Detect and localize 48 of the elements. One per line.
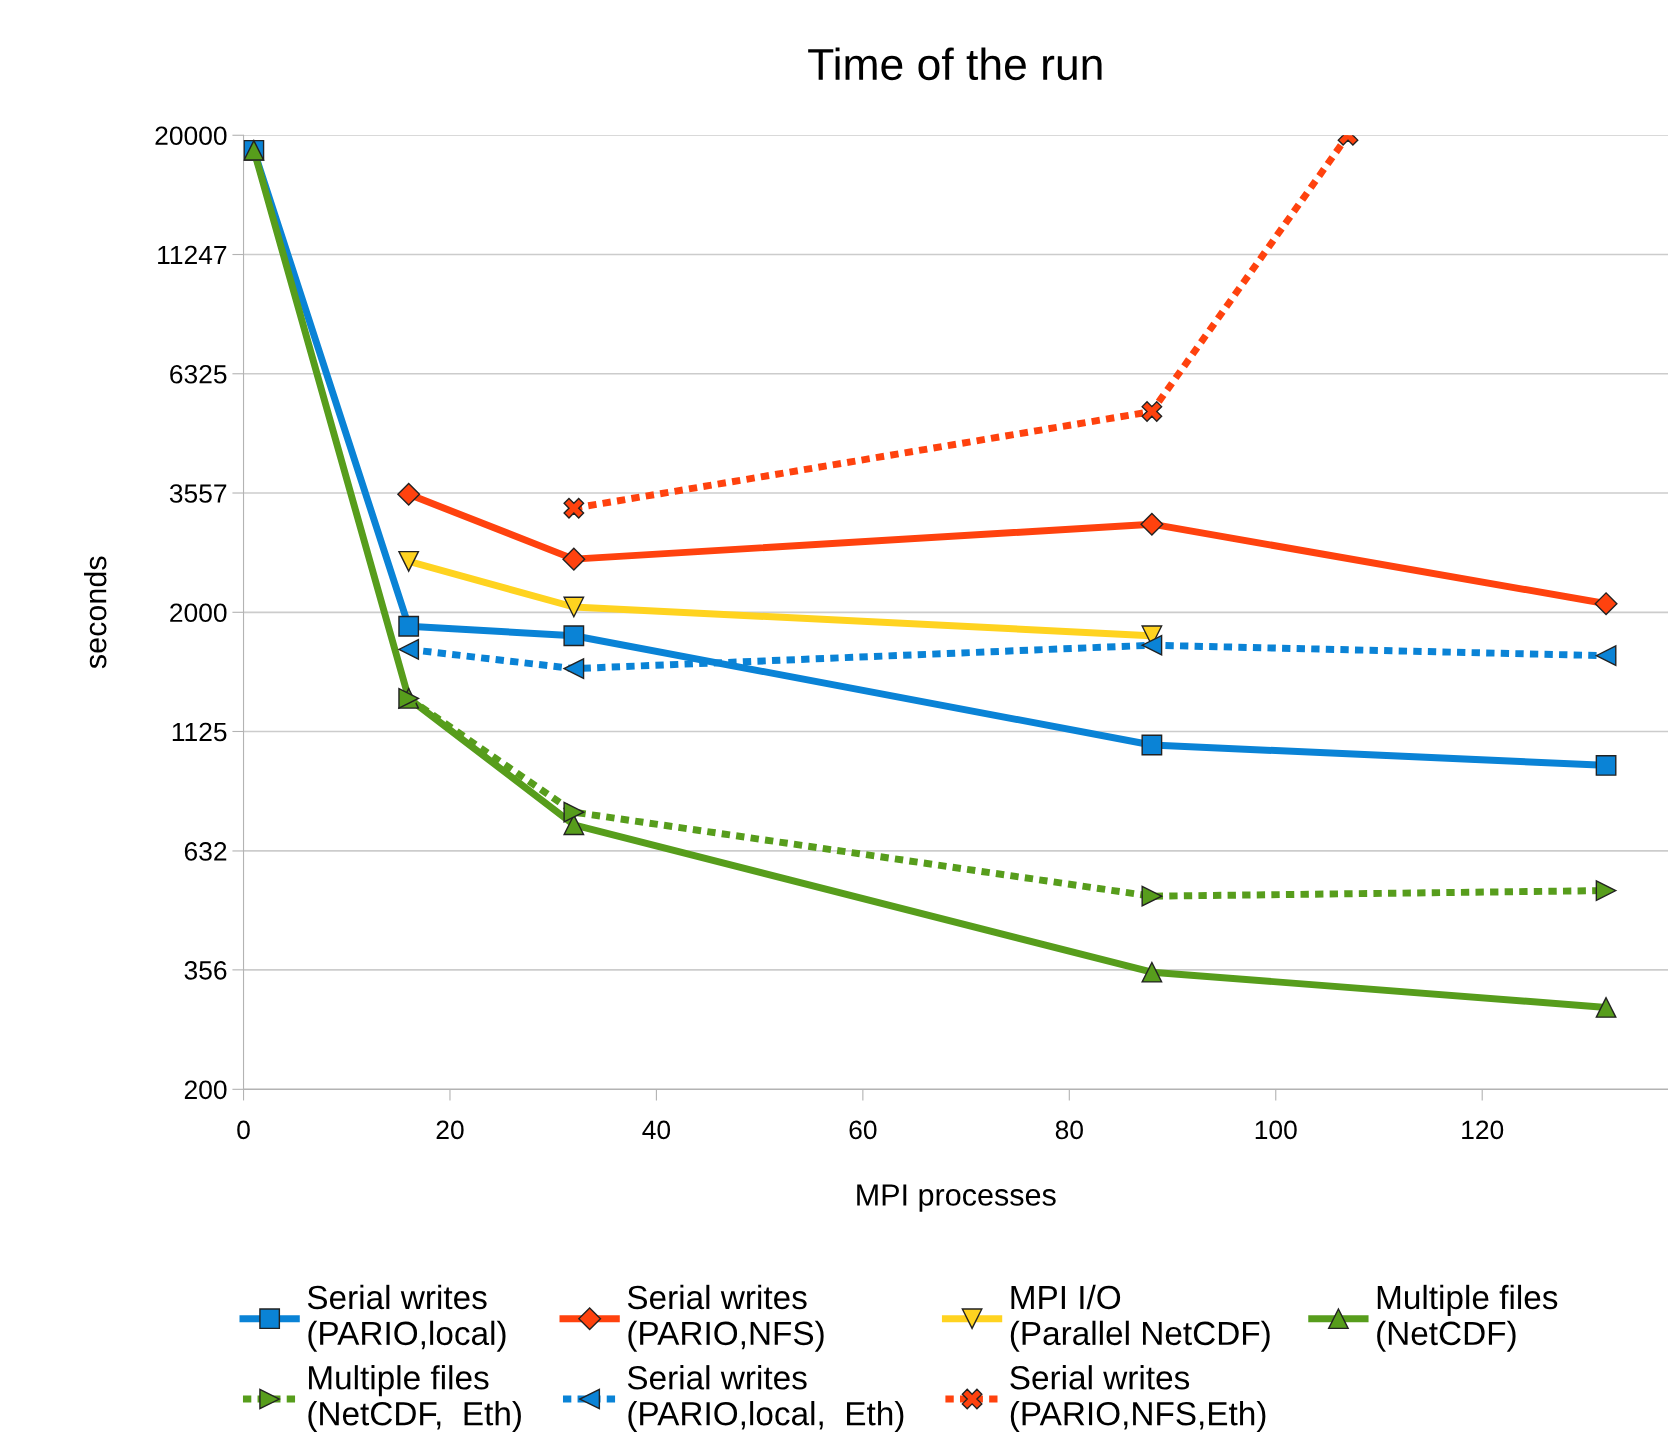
- legend-label: Serial writes (PARIO,NFS): [627, 1284, 824, 1352]
- point: [563, 596, 585, 618]
- y-tick-label: 3557: [169, 484, 227, 503]
- point: [1595, 996, 1617, 1018]
- legend-label: MPI I/O (Parallel NetCDF): [1010, 1284, 1270, 1352]
- legend-label: Serial writes (PARIO,local, Eth): [627, 1365, 904, 1433]
- point: [1141, 734, 1163, 756]
- point: [1141, 401, 1163, 422]
- legend-label: Serial writes (PARIO,local): [307, 1284, 506, 1352]
- x-tick-label: 60: [849, 1120, 877, 1140]
- x-tick-label: 40: [642, 1120, 671, 1140]
- point: [563, 497, 585, 519]
- y-tick-label: 6325: [170, 364, 227, 384]
- point: [1140, 512, 1164, 536]
- x-tick-label: 100: [1255, 1120, 1297, 1140]
- chart-title: Time of the run: [808, 47, 1102, 81]
- point: [1141, 885, 1163, 907]
- legend-label: Multiple files (NetCDF): [1377, 1284, 1558, 1352]
- x-tick-label: 0: [237, 1120, 250, 1140]
- point: [1595, 645, 1617, 667]
- y-axis-title: seconds: [84, 556, 107, 669]
- point: [563, 658, 585, 680]
- x-tick-label: 120: [1462, 1120, 1504, 1140]
- point: [1594, 592, 1618, 616]
- legend-label: Serial writes (PARIO,NFS,Eth): [1010, 1365, 1266, 1433]
- x-tick-label: 20: [436, 1120, 464, 1140]
- point: [1141, 634, 1163, 656]
- point: [398, 615, 420, 637]
- x-axis-title: MPI processes: [857, 1184, 1056, 1212]
- y-tick-label: 2000: [170, 603, 227, 623]
- point: [562, 547, 586, 571]
- x-tick-label: 80: [1055, 1120, 1083, 1140]
- point: [1595, 755, 1617, 776]
- point: [398, 638, 420, 660]
- legend-label: Multiple files (NetCDF, Eth): [308, 1365, 521, 1433]
- point: [1595, 880, 1617, 901]
- point: [1141, 961, 1163, 983]
- y-tick-label: 11247: [158, 245, 227, 265]
- y-tick-label: 200: [184, 1080, 227, 1100]
- y-tick-label: 1125: [172, 722, 227, 742]
- y-tick-label: 356: [184, 961, 227, 980]
- y-tick-label: 20000: [155, 126, 227, 146]
- point: [398, 550, 420, 572]
- point: [563, 801, 585, 823]
- point: [397, 482, 421, 506]
- point: [563, 814, 585, 836]
- y-tick-label: 632: [184, 842, 227, 861]
- point: [563, 625, 585, 647]
